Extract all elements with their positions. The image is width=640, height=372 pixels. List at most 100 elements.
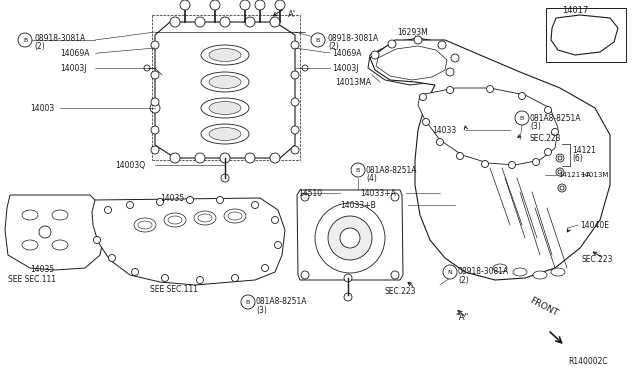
Polygon shape xyxy=(5,195,105,270)
Ellipse shape xyxy=(164,213,186,227)
Ellipse shape xyxy=(168,216,182,224)
Circle shape xyxy=(186,196,193,203)
Circle shape xyxy=(311,33,325,47)
Text: (2): (2) xyxy=(34,42,45,51)
Circle shape xyxy=(232,275,239,282)
Text: B: B xyxy=(520,115,524,121)
Ellipse shape xyxy=(134,218,156,232)
Circle shape xyxy=(344,293,352,301)
Text: 14003Q: 14003Q xyxy=(115,160,145,170)
Circle shape xyxy=(18,33,32,47)
Circle shape xyxy=(486,86,493,93)
Circle shape xyxy=(216,196,223,203)
Text: 14013M: 14013M xyxy=(580,172,609,178)
Ellipse shape xyxy=(209,76,241,89)
Ellipse shape xyxy=(52,240,68,250)
Text: R140002C: R140002C xyxy=(568,357,607,366)
Circle shape xyxy=(151,98,159,106)
Circle shape xyxy=(157,199,163,205)
Circle shape xyxy=(302,65,308,71)
Circle shape xyxy=(545,106,552,113)
Text: (3): (3) xyxy=(530,122,541,131)
Ellipse shape xyxy=(533,271,547,279)
Circle shape xyxy=(210,0,220,10)
Circle shape xyxy=(419,93,426,100)
Circle shape xyxy=(241,295,255,309)
Circle shape xyxy=(270,153,280,163)
Text: 14069A: 14069A xyxy=(60,48,90,58)
Text: SEC.223: SEC.223 xyxy=(385,288,417,296)
Circle shape xyxy=(351,163,365,177)
Circle shape xyxy=(556,154,564,162)
Polygon shape xyxy=(155,22,295,158)
Ellipse shape xyxy=(138,221,152,229)
Circle shape xyxy=(170,17,180,27)
Circle shape xyxy=(195,17,205,27)
Circle shape xyxy=(556,168,564,176)
Circle shape xyxy=(301,193,309,201)
Circle shape xyxy=(245,153,255,163)
Circle shape xyxy=(109,254,115,262)
Text: B: B xyxy=(356,167,360,173)
Ellipse shape xyxy=(201,124,249,144)
Circle shape xyxy=(391,193,399,201)
Polygon shape xyxy=(368,38,455,85)
Text: 14035: 14035 xyxy=(160,193,184,202)
Circle shape xyxy=(558,184,566,192)
Text: 081A8-8251A: 081A8-8251A xyxy=(530,113,582,122)
Polygon shape xyxy=(92,198,285,285)
Circle shape xyxy=(151,71,159,79)
Circle shape xyxy=(560,186,564,190)
Circle shape xyxy=(446,68,454,76)
Ellipse shape xyxy=(228,212,242,220)
Circle shape xyxy=(221,174,229,182)
Text: (2): (2) xyxy=(328,42,339,51)
Ellipse shape xyxy=(209,128,241,141)
Text: N: N xyxy=(447,269,452,275)
Text: B: B xyxy=(316,38,320,42)
Circle shape xyxy=(262,264,269,272)
Text: 14033+A: 14033+A xyxy=(360,189,396,198)
Circle shape xyxy=(315,203,385,273)
Circle shape xyxy=(518,93,525,99)
Text: 14013MA: 14013MA xyxy=(335,77,371,87)
Text: 14003: 14003 xyxy=(30,103,54,112)
Text: 16293M: 16293M xyxy=(397,28,428,36)
Circle shape xyxy=(220,153,230,163)
Circle shape xyxy=(104,206,111,214)
Circle shape xyxy=(301,271,309,279)
Text: SEE SEC.111: SEE SEC.111 xyxy=(8,276,56,285)
Text: 08918-3081A: 08918-3081A xyxy=(328,33,380,42)
Circle shape xyxy=(436,138,444,145)
Ellipse shape xyxy=(224,209,246,223)
Circle shape xyxy=(161,275,168,282)
Circle shape xyxy=(371,51,379,59)
Text: 14040E: 14040E xyxy=(580,221,609,230)
Ellipse shape xyxy=(513,268,527,276)
Ellipse shape xyxy=(551,268,565,276)
Circle shape xyxy=(451,54,459,62)
Circle shape xyxy=(447,87,454,93)
Text: 14069A: 14069A xyxy=(332,48,362,58)
Ellipse shape xyxy=(209,48,241,61)
Text: 14017: 14017 xyxy=(562,6,588,15)
Circle shape xyxy=(252,202,259,208)
Text: "A": "A" xyxy=(455,314,468,323)
Circle shape xyxy=(558,170,562,174)
Text: FRONT: FRONT xyxy=(528,296,559,318)
Text: 081A8-8251A: 081A8-8251A xyxy=(256,298,307,307)
Circle shape xyxy=(328,216,372,260)
Text: 14003J: 14003J xyxy=(60,64,86,73)
Circle shape xyxy=(275,241,282,248)
Circle shape xyxy=(220,17,230,27)
Polygon shape xyxy=(418,88,558,165)
Circle shape xyxy=(291,71,299,79)
Circle shape xyxy=(180,0,190,10)
Circle shape xyxy=(481,160,488,167)
Circle shape xyxy=(150,103,160,113)
Circle shape xyxy=(127,202,134,208)
Ellipse shape xyxy=(201,45,249,65)
Circle shape xyxy=(388,40,396,48)
Circle shape xyxy=(271,217,278,224)
Ellipse shape xyxy=(52,210,68,220)
